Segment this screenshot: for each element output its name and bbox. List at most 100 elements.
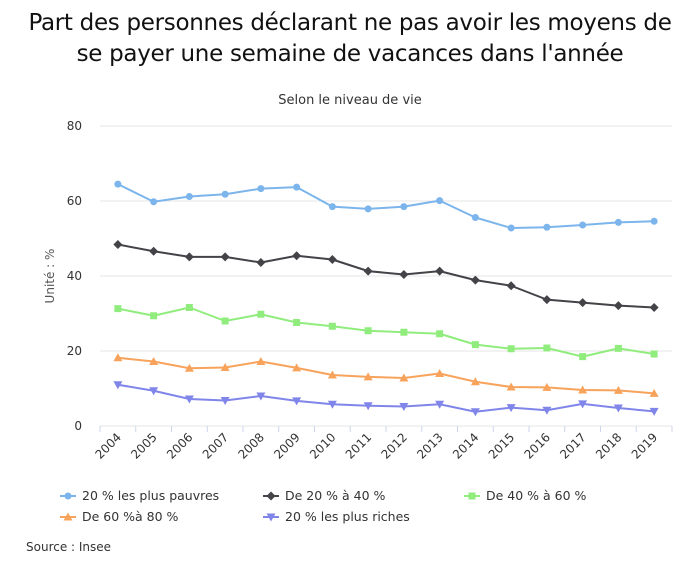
data-point-1-2014 xyxy=(471,214,479,221)
data-point-5-2005 xyxy=(149,387,159,396)
data-point-5-2016 xyxy=(542,406,552,415)
source-note: Source : Insee xyxy=(26,540,112,554)
data-point-4-2011 xyxy=(363,372,373,381)
series-3 xyxy=(114,304,658,361)
data-point-4-2019 xyxy=(649,388,659,397)
data-point-4-2009 xyxy=(292,363,302,372)
data-point-3-2004 xyxy=(114,305,122,313)
data-point-1-2016 xyxy=(543,223,551,231)
series-line-3 xyxy=(117,306,655,358)
x-tick-label-2018: 2018 xyxy=(593,430,624,461)
data-point-3-2007 xyxy=(221,317,229,325)
y-axis-label: Unité : % xyxy=(43,249,57,304)
series-4 xyxy=(113,353,659,397)
data-point-3-2012 xyxy=(400,328,408,336)
legend-symbol-4 xyxy=(63,512,73,521)
data-point-2-2012 xyxy=(399,270,409,279)
data-point-1-2013 xyxy=(436,197,444,205)
data-point-5-2010 xyxy=(327,400,337,409)
data-point-4-2017 xyxy=(578,385,588,394)
y-tick-label-0: 0 xyxy=(74,419,82,433)
data-point-3-2016 xyxy=(543,344,551,352)
x-tick-label-2006: 2006 xyxy=(164,430,195,461)
data-point-2-2011 xyxy=(363,266,373,276)
x-tick-label-2012: 2012 xyxy=(378,430,409,461)
data-point-1-2015 xyxy=(507,224,515,232)
x-tick-label-2013: 2013 xyxy=(414,430,445,461)
data-point-2-2017 xyxy=(578,298,588,308)
data-point-3-2011 xyxy=(364,327,372,335)
data-point-5-2009 xyxy=(292,397,302,406)
y-tick-label-20: 20 xyxy=(67,344,82,358)
data-point-4-2012 xyxy=(399,373,409,382)
data-point-1-2017 xyxy=(579,221,587,229)
series-line-1 xyxy=(117,183,655,229)
data-point-4-2006 xyxy=(184,363,194,372)
data-point-5-2011 xyxy=(363,402,373,411)
data-point-1-2004 xyxy=(114,180,122,188)
x-tick-label-2019: 2019 xyxy=(629,430,660,461)
data-point-2-2009 xyxy=(292,251,302,261)
x-tick-label-2008: 2008 xyxy=(235,430,266,461)
data-point-1-2019 xyxy=(650,217,658,225)
data-point-2-2013 xyxy=(435,266,445,276)
data-point-3-2009 xyxy=(293,319,301,326)
data-point-5-2013 xyxy=(435,400,445,409)
data-point-1-2009 xyxy=(293,183,301,191)
data-point-1-2008 xyxy=(257,185,265,193)
data-point-2-2015 xyxy=(506,281,516,291)
legend-symbol-2 xyxy=(266,491,276,501)
series-line-2 xyxy=(117,243,655,309)
y-tick-label-60: 60 xyxy=(67,194,82,208)
x-tick-label-2005: 2005 xyxy=(128,430,159,461)
legend-label-5: 20 % les plus riches xyxy=(285,509,410,524)
data-point-2-2018 xyxy=(613,301,623,311)
data-point-2-2008 xyxy=(256,258,266,267)
x-tick-label-2011: 2011 xyxy=(343,430,374,461)
data-point-5-2017 xyxy=(578,400,588,409)
data-point-5-2014 xyxy=(470,408,480,417)
legend-label-1: 20 % les plus pauvres xyxy=(82,488,219,503)
legend-item-4[interactable]: De 60 %à 80 % xyxy=(60,509,179,524)
data-point-5-2018 xyxy=(613,404,623,413)
data-point-2-2010 xyxy=(327,255,337,264)
legend-symbol-3 xyxy=(468,492,476,500)
data-point-3-2005 xyxy=(150,312,158,320)
data-point-5-2012 xyxy=(399,403,409,411)
data-point-4-2005 xyxy=(149,357,159,365)
series-2 xyxy=(113,240,659,312)
data-point-1-2011 xyxy=(364,205,372,213)
data-point-2-2016 xyxy=(542,295,552,305)
data-point-1-2006 xyxy=(185,193,193,200)
legend-label-2: De 20 % à 40 % xyxy=(285,488,386,503)
data-point-3-2008 xyxy=(257,310,265,318)
y-tick-label-80: 80 xyxy=(67,119,82,133)
legend-item-3[interactable]: De 40 % à 60 % xyxy=(464,488,587,503)
data-point-4-2015 xyxy=(506,382,516,391)
data-point-2-2014 xyxy=(470,275,480,285)
legend-item-1[interactable]: 20 % les plus pauvres xyxy=(60,488,219,503)
data-point-1-2010 xyxy=(328,203,336,211)
data-point-4-2004 xyxy=(113,353,123,362)
data-point-4-2016 xyxy=(542,382,552,391)
data-point-2-2006 xyxy=(184,252,194,262)
data-point-3-2006 xyxy=(185,304,193,311)
data-point-4-2013 xyxy=(435,369,445,377)
chart-title-line-2: se payer une semaine de vacances dans l'… xyxy=(76,41,624,67)
data-point-4-2010 xyxy=(327,370,337,379)
series-1 xyxy=(114,180,658,232)
data-point-5-2008 xyxy=(256,392,266,401)
data-point-1-2005 xyxy=(150,198,158,206)
legend-item-5[interactable]: 20 % les plus riches xyxy=(263,509,410,524)
data-point-5-2004 xyxy=(113,381,123,390)
data-point-3-2019 xyxy=(650,350,658,358)
legend-item-2[interactable]: De 20 % à 40 % xyxy=(263,488,386,503)
data-point-1-2012 xyxy=(400,203,408,211)
series-line-5 xyxy=(117,383,655,413)
data-point-5-2006 xyxy=(184,395,194,404)
legend-symbol-1 xyxy=(64,492,72,500)
data-point-1-2018 xyxy=(614,218,622,226)
legend-symbol-5 xyxy=(266,513,276,522)
series-5 xyxy=(113,381,659,417)
